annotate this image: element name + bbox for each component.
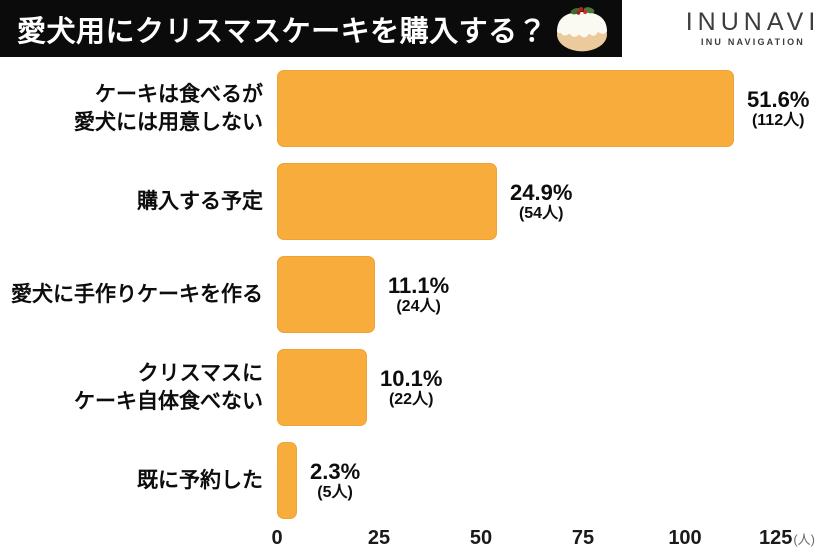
title-banner: 愛犬用にクリスマスケーキを購入する？ [0,0,622,57]
category-label: 既に予約した [137,468,263,492]
page-title: 愛犬用にクリスマスケーキを購入する？ [17,15,548,48]
category-label: 購入する予定 [137,189,263,213]
bar [277,442,297,519]
bar-zone: 10.1% (22人) [277,341,837,434]
value-label: 24.9% (54人) [510,180,572,224]
x-axis-tick: 0 [271,527,283,549]
percent-label: 51.6% [747,86,810,112]
category-label: 愛犬に手作りケーキを作る [11,282,263,306]
x-axis-tick: 25 [367,527,391,549]
bar [277,256,375,333]
logo-wordmark: INUNAVI [685,8,821,36]
count-label: (54人) [518,204,564,222]
chart-row: 愛犬に手作りケーキを作る 11.1% (24人) [0,248,837,341]
bar [277,349,367,426]
chart-row: 既に予約した 2.3% (5人) [0,434,837,527]
christmas-pudding-icon [557,7,607,52]
value-label: 10.1% (22人) [380,366,442,410]
bar-zone: 51.6% (112人) [277,62,837,155]
count-label: (24人) [396,297,441,315]
category-label: クリスマスに ケーキ自体食べない [74,362,263,413]
percent-label: 11.1% [388,272,450,298]
percent-label: 24.9% [510,179,573,205]
count-label: (22人) [388,390,434,408]
x-axis-unit: (人) [793,532,816,547]
bar [277,70,734,147]
value-label: 11.1% (24人) [388,273,449,317]
count-label: (112人) [751,111,805,129]
chart-row: 購入する予定 24.9% (54人) [0,155,837,248]
percent-label: 2.3% [310,458,361,484]
count-label: (5人) [317,483,353,501]
chart-row: クリスマスに ケーキ自体食べない 10.1% (22人) [0,341,837,434]
bar [277,163,497,240]
bar-zone: 2.3% (5人) [277,434,837,527]
x-axis-tick: 100 [668,527,702,549]
bar-chart: ケーキは食べるが 愛犬には用意しない 51.6% (112人) 購入する予定 24… [0,62,837,527]
x-axis-tick: 75 [571,527,595,549]
category-label: ケーキは食べるが 愛犬には用意しない [74,83,263,134]
inunavi-logo: INUNAVI INU NAVIGATION [673,8,833,48]
bar-zone: 11.1% (24人) [277,248,837,341]
x-axis-tick: 50 [469,527,493,549]
value-label: 2.3% (5人) [310,459,360,503]
x-axis-tick: 125(人) [758,527,816,549]
value-label: 51.6% (112人) [747,87,809,131]
percent-label: 10.1% [380,365,443,391]
logo-subtitle: INU NAVIGATION [701,37,805,48]
bar-zone: 24.9% (54人) [277,155,837,248]
x-axis: 0 25 50 75 100 125(人) [271,527,815,555]
chart-row: ケーキは食べるが 愛犬には用意しない 51.6% (112人) [0,62,837,155]
